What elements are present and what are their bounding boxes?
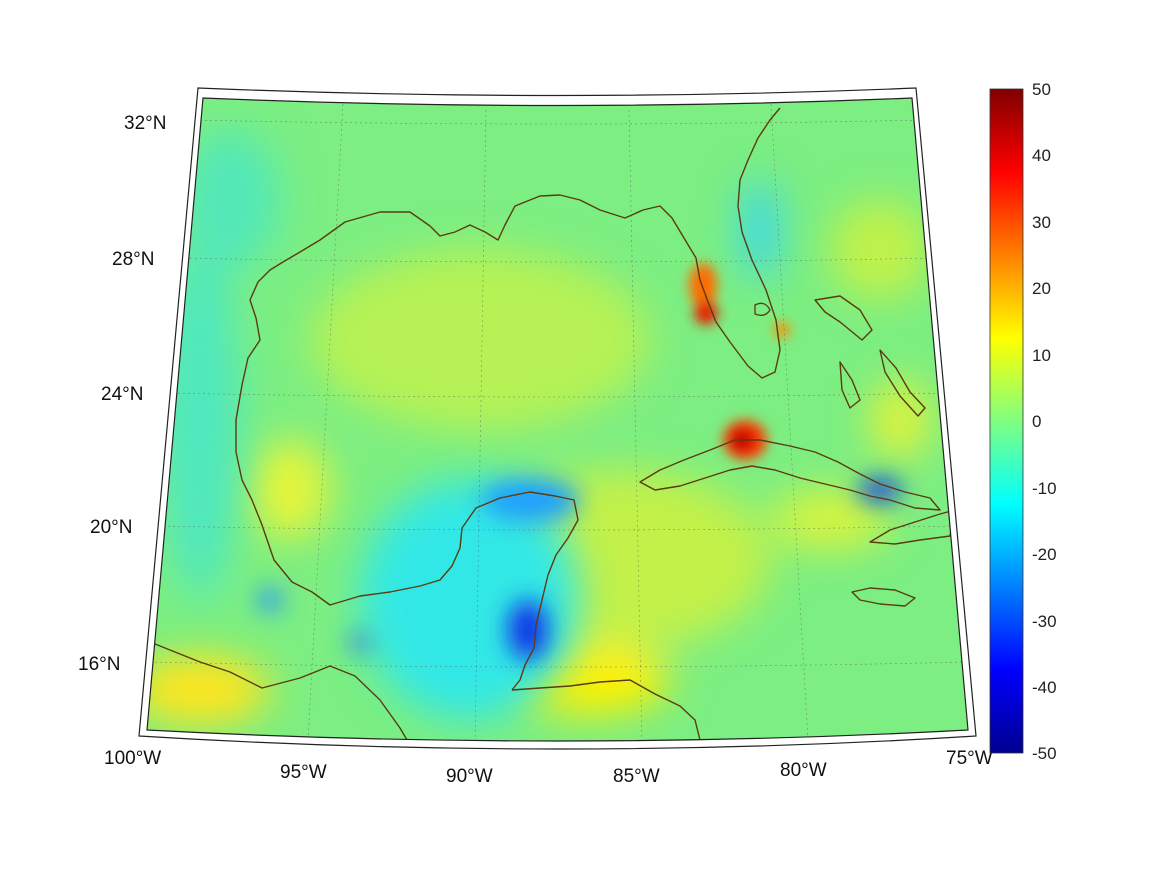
lon-label-75w: 75°W [946, 748, 993, 769]
coastlines [149, 107, 956, 741]
lat-label-16n: 16°N [78, 654, 120, 675]
lon-label-80w: 80°W [780, 760, 827, 781]
colorbar-gradient [989, 88, 1024, 754]
lat-label-24n: 24°N [101, 384, 143, 405]
colorbar-tick: 10 [1032, 346, 1051, 365]
lon-label-95w: 95°W [280, 762, 327, 783]
colorbar-ticks: 50 40 30 20 10 0 -10 -20 -30 -40 -50 [1032, 80, 1057, 763]
colorbar: 50 40 30 20 10 0 -10 -20 -30 -40 -50 [989, 80, 1057, 763]
colorbar-tick: -40 [1032, 678, 1057, 697]
lat-label-28n: 28°N [112, 249, 154, 270]
colorbar-tick: -10 [1032, 479, 1057, 498]
colorbar-tick: -30 [1032, 612, 1057, 631]
lon-label-85w: 85°W [613, 766, 660, 787]
lat-label-20n: 20°N [90, 517, 132, 538]
colorbar-tick: -20 [1032, 545, 1057, 564]
negative-anomaly-regions [160, 130, 780, 720]
colorbar-tick: -50 [1032, 744, 1057, 763]
colorbar-tick: 40 [1032, 146, 1051, 165]
lat-label-32n: 32°N [124, 113, 166, 134]
colorbar-tick: 0 [1032, 412, 1041, 431]
latitude-labels: 32°N 28°N 24°N 20°N 16°N [78, 113, 166, 675]
lon-label-90w: 90°W [446, 766, 493, 787]
anomaly-field [147, 98, 968, 741]
colorbar-tick: 50 [1032, 80, 1051, 99]
colorbar-tick: 30 [1032, 213, 1051, 232]
lon-label-100w: 100°W [104, 748, 161, 769]
hotspots [689, 263, 790, 460]
longitude-labels: 100°W 95°W 90°W 85°W 80°W 75°W [104, 748, 993, 787]
map-frame [138, 87, 977, 750]
colorbar-tick: 20 [1032, 279, 1051, 298]
